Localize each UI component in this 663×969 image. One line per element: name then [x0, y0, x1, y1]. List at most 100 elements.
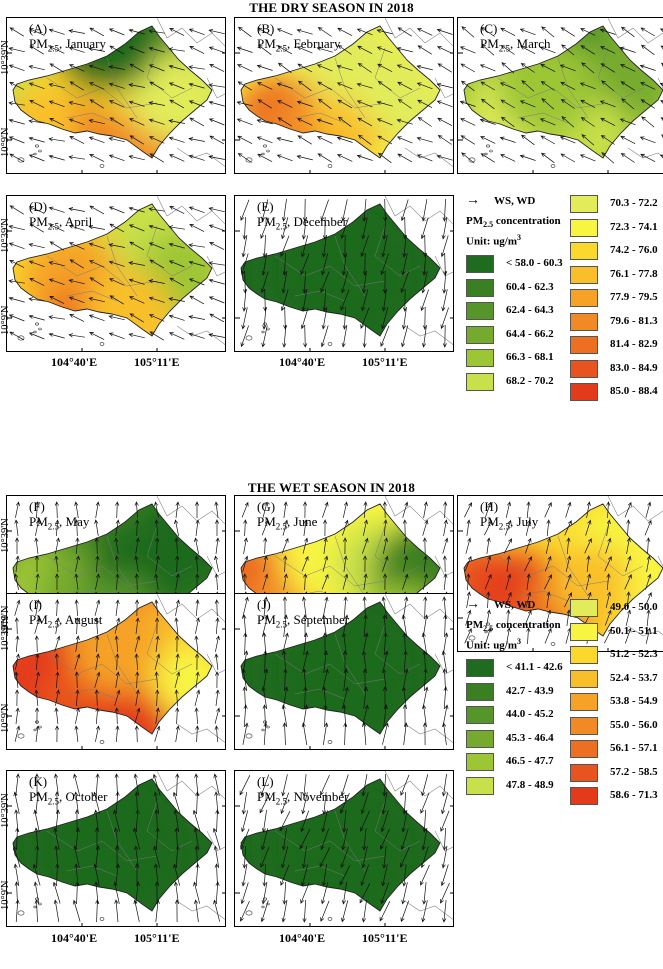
wind-arrow — [257, 44, 272, 56]
wind-arrow — [336, 136, 353, 143]
wind-arrow — [54, 707, 59, 724]
wind-arrow — [416, 64, 433, 71]
wind-arrow — [128, 332, 145, 339]
wind-arrow — [342, 501, 348, 518]
wind-arrow — [260, 846, 270, 868]
wind-arrow — [606, 519, 611, 536]
wind-arrow — [282, 686, 289, 709]
wind-arrow — [297, 80, 312, 92]
wind-arrow — [173, 881, 179, 904]
legend-swatch — [466, 349, 494, 367]
wind-arrow — [195, 671, 200, 688]
wind-arrow — [241, 235, 248, 258]
wind-arrow — [356, 28, 373, 36]
wind-arrow — [74, 573, 79, 590]
wind-arrow — [236, 100, 253, 107]
wind-arrow — [504, 591, 512, 608]
wind-arrow — [321, 864, 327, 887]
wind-arrow — [581, 62, 595, 74]
wind-arrow — [88, 242, 105, 249]
wind-arrow — [342, 810, 347, 833]
wind-arrow — [499, 136, 516, 143]
wind-arrow — [600, 117, 616, 127]
wind-arrow — [133, 899, 140, 922]
wind-arrow — [213, 899, 221, 922]
wind-arrow — [155, 635, 160, 652]
wind-arrow — [363, 573, 368, 590]
wind-arrow — [108, 314, 125, 321]
legend-swatch — [466, 753, 494, 771]
wind-arrow — [75, 537, 80, 555]
wind-arrow — [520, 134, 535, 146]
wind-arrow — [545, 609, 552, 626]
wind-arrow — [276, 154, 293, 162]
wind-arrow — [466, 573, 471, 591]
wind-arrow — [256, 136, 273, 144]
wind-arrow — [566, 609, 571, 626]
wind-arrow — [317, 153, 332, 163]
wind-arrow — [214, 501, 219, 518]
wind-arrow — [88, 47, 105, 52]
wind-arrow — [382, 555, 389, 572]
wind-arrow — [114, 899, 119, 923]
wind-arrow — [403, 722, 408, 745]
wind-arrow — [560, 153, 576, 163]
wind-arrow — [645, 501, 652, 518]
wind-arrow — [584, 537, 592, 554]
wind-arrow — [95, 725, 100, 742]
wind-arrow — [14, 537, 20, 554]
legend-range: < 41.1 - 42.6 — [506, 661, 563, 673]
wind-arrow — [422, 252, 427, 276]
wind-vectors — [236, 26, 453, 164]
wind-arrow — [128, 46, 145, 54]
lon-label-left: 104°40'E — [51, 931, 98, 945]
wind-arrow — [480, 136, 496, 144]
wind-arrow — [441, 217, 448, 240]
wind-arrow — [28, 206, 45, 214]
pm25-map — [235, 594, 453, 749]
wind-arrow — [302, 501, 308, 519]
wind-arrow — [195, 599, 200, 617]
wind-arrow — [486, 609, 491, 626]
wind-arrow — [189, 46, 205, 54]
wind-arrow — [282, 722, 287, 746]
wind-arrow — [442, 198, 447, 222]
wind-arrow — [108, 206, 125, 214]
wind-arrow — [74, 501, 79, 518]
wind-arrow — [380, 882, 390, 905]
wind-arrow — [261, 325, 268, 348]
wind-arrow — [55, 519, 60, 537]
wind-arrow — [154, 599, 159, 616]
wind-arrow — [604, 555, 612, 572]
wind-arrow — [417, 45, 432, 55]
wind-arrow — [382, 773, 387, 797]
wind-arrow — [620, 135, 636, 145]
wind-arrow — [566, 537, 571, 555]
wind-arrow — [586, 501, 591, 518]
wind-arrow — [626, 537, 631, 554]
wind-vectors — [12, 773, 221, 923]
wind-arrow — [188, 100, 205, 108]
wind-arrow — [600, 46, 616, 54]
wind-arrow — [357, 45, 373, 55]
wind-arrow — [423, 555, 428, 573]
wind-arrow — [420, 846, 429, 869]
wind-arrow — [519, 154, 536, 161]
wind-arrow — [8, 46, 25, 53]
wind-arrow — [357, 63, 372, 73]
wind-arrow — [282, 252, 287, 276]
map-panel: (C) PM2.5, March — [457, 17, 663, 174]
wind-arrow — [108, 136, 125, 143]
wind-arrow — [585, 519, 592, 536]
wind-arrow — [626, 519, 631, 537]
panel-letter: (I) — [29, 597, 42, 612]
wind-arrow — [115, 599, 120, 616]
wind-arrow — [564, 592, 572, 608]
wind-arrow — [75, 555, 80, 572]
wind-arrow — [343, 668, 348, 691]
wind-arrow — [377, 81, 392, 91]
wind-arrow — [281, 271, 288, 294]
frame-ticks — [7, 52, 225, 173]
wind-arrow — [279, 811, 291, 832]
wind-arrow — [195, 519, 200, 536]
